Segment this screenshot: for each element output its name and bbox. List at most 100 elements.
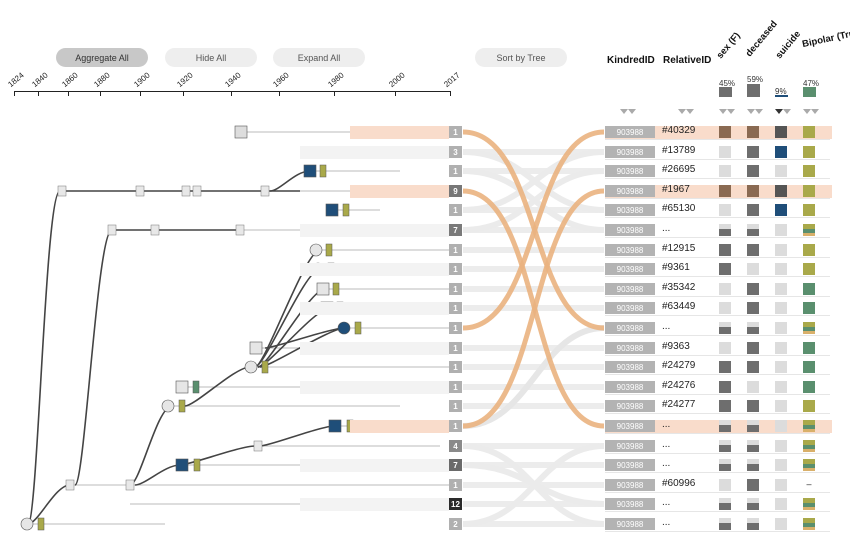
aggregate-count-badge[interactable]: 1 bbox=[449, 204, 462, 216]
sort-triangle[interactable] bbox=[620, 109, 628, 114]
tree-row-bg bbox=[350, 420, 449, 433]
aggregate-count-badge[interactable]: 9 bbox=[449, 185, 462, 197]
kindred-id-cell: 903988 bbox=[605, 322, 655, 334]
suicide-cell bbox=[775, 224, 787, 236]
kindred-id-cell: 903988 bbox=[605, 146, 655, 158]
row-divider bbox=[605, 217, 830, 218]
relative-id-cell: #13789 bbox=[662, 145, 696, 156]
male-node bbox=[249, 341, 263, 355]
deceased-cell bbox=[747, 440, 759, 452]
aggregate-count-badge[interactable]: 7 bbox=[449, 459, 462, 471]
sex-cell bbox=[719, 224, 731, 236]
relative-id-cell: ... bbox=[662, 223, 671, 234]
relative-id-cell: #65130 bbox=[662, 203, 696, 214]
aggregate-count-badge[interactable]: 1 bbox=[449, 479, 462, 491]
relative-id-cell: ... bbox=[662, 497, 671, 508]
relative-id-cell: #1967 bbox=[662, 184, 690, 195]
aggregate-count-badge[interactable]: 1 bbox=[449, 165, 462, 177]
male-node bbox=[303, 164, 317, 178]
row-divider bbox=[605, 355, 830, 356]
sort-triangle[interactable] bbox=[727, 109, 735, 114]
kindred-id-cell: 903988 bbox=[605, 224, 655, 236]
bipolar-cell bbox=[803, 342, 815, 354]
aggregate-count-badge[interactable]: 7 bbox=[449, 224, 462, 236]
sex-cell bbox=[719, 479, 731, 491]
sort-triangle[interactable] bbox=[747, 109, 755, 114]
sort-triangle[interactable] bbox=[783, 109, 791, 114]
row-divider bbox=[605, 335, 830, 336]
tree-row-bg bbox=[300, 302, 449, 315]
aggregate-count-badge[interactable]: 1 bbox=[449, 420, 462, 432]
aggregate-count-badge[interactable]: 1 bbox=[449, 283, 462, 295]
hide-all-button[interactable]: Hide All bbox=[165, 48, 257, 67]
aggregate-all-button[interactable]: Aggregate All bbox=[56, 48, 148, 67]
deceased-cell bbox=[747, 204, 759, 216]
tree-row-bg bbox=[300, 342, 449, 355]
sex-cell bbox=[719, 498, 731, 510]
attribute-tag bbox=[342, 203, 350, 217]
sort-triangle[interactable] bbox=[686, 109, 694, 114]
sort-triangle[interactable] bbox=[628, 109, 636, 114]
axis-tick bbox=[279, 91, 280, 96]
attribute-tag bbox=[193, 458, 201, 472]
suicide-cell bbox=[775, 440, 787, 452]
sex-cell bbox=[719, 204, 731, 216]
kindred-id-cell: 903988 bbox=[605, 185, 655, 197]
row-divider bbox=[605, 159, 830, 160]
axis-tick bbox=[395, 91, 396, 96]
attribute-tag bbox=[37, 517, 45, 531]
aggregate-count-badge[interactable]: 2 bbox=[449, 518, 462, 530]
sex-cell bbox=[719, 381, 731, 393]
aggregate-count-badge[interactable]: 1 bbox=[449, 126, 462, 138]
aggregate-count-badge[interactable]: 1 bbox=[449, 244, 462, 256]
relative-id-cell: #35342 bbox=[662, 282, 696, 293]
female-node bbox=[161, 399, 175, 413]
aggregate-count-badge[interactable]: 1 bbox=[449, 342, 462, 354]
small-node bbox=[253, 440, 263, 452]
sort-triangle[interactable] bbox=[755, 109, 763, 114]
deceased-summary-pct: 59% bbox=[747, 75, 764, 84]
row-divider bbox=[605, 296, 830, 297]
bipolar-cell bbox=[803, 400, 815, 412]
sex-cell bbox=[719, 518, 731, 530]
row-divider bbox=[605, 257, 830, 258]
female-node bbox=[337, 321, 351, 335]
aggregate-count-badge[interactable]: 1 bbox=[449, 322, 462, 334]
small-node bbox=[125, 479, 135, 491]
kindred-id-header[interactable]: KindredID bbox=[607, 55, 655, 66]
sort-triangle[interactable] bbox=[678, 109, 686, 114]
aggregate-count-badge[interactable]: 1 bbox=[449, 381, 462, 393]
sort-by-tree-button[interactable]: Sort by Tree bbox=[475, 48, 567, 67]
suicide-summary-bar bbox=[775, 95, 788, 97]
sort-triangle[interactable] bbox=[719, 109, 727, 114]
kindred-id-cell: 903988 bbox=[605, 126, 655, 138]
relative-id-header[interactable]: RelativeID bbox=[663, 55, 712, 66]
axis-tick bbox=[140, 91, 141, 96]
expand-all-button[interactable]: Expand All bbox=[273, 48, 365, 67]
aggregate-count-badge[interactable]: 12 bbox=[449, 498, 462, 510]
aggregate-count-badge[interactable]: 4 bbox=[449, 440, 462, 452]
aggregate-count-badge[interactable]: 1 bbox=[449, 361, 462, 373]
aggregate-count-badge[interactable]: 1 bbox=[449, 302, 462, 314]
axis-baseline bbox=[14, 91, 451, 92]
deceased-cell bbox=[747, 283, 759, 295]
sex-cell bbox=[719, 420, 731, 432]
relative-id-cell: #26695 bbox=[662, 164, 696, 175]
sex-cell bbox=[719, 165, 731, 177]
relative-id-cell: #24277 bbox=[662, 399, 696, 410]
attribute-tag bbox=[354, 321, 362, 335]
attribute-tag bbox=[192, 380, 200, 394]
small-node bbox=[235, 224, 245, 236]
aggregate-count-badge[interactable]: 1 bbox=[449, 263, 462, 275]
sort-triangle[interactable] bbox=[775, 109, 783, 114]
parent-child-link bbox=[27, 190, 61, 525]
relative-id-cell: #9361 bbox=[662, 262, 690, 273]
sort-triangle[interactable] bbox=[803, 109, 811, 114]
sort-triangle[interactable] bbox=[811, 109, 819, 114]
tree-row-bg bbox=[300, 361, 449, 374]
aggregate-count-badge[interactable]: 1 bbox=[449, 400, 462, 412]
tree-row-bg bbox=[300, 498, 449, 511]
row-divider bbox=[605, 394, 830, 395]
aggregate-count-badge[interactable]: 3 bbox=[449, 146, 462, 158]
